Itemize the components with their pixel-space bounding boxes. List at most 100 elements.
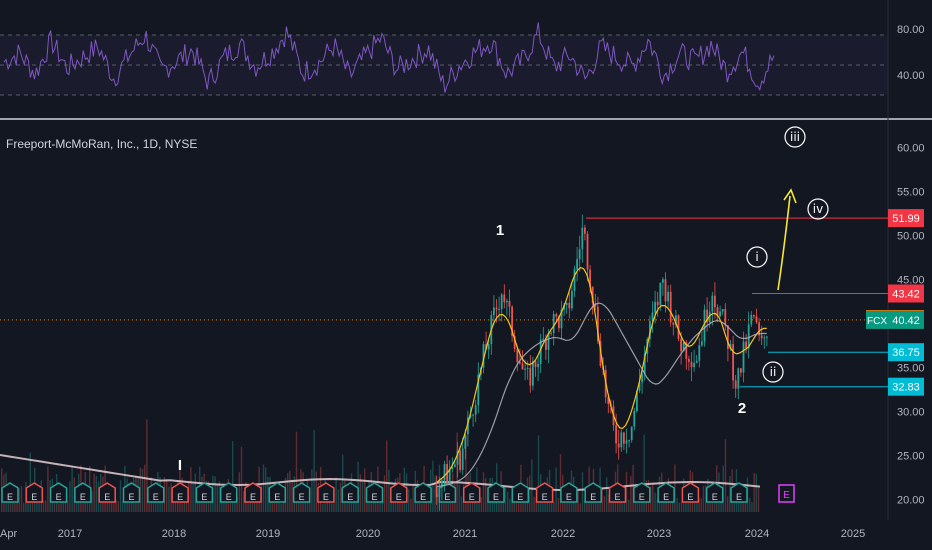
upcoming-earnings-marker: E — [778, 484, 795, 503]
candle-body — [721, 309, 724, 312]
candle-body — [506, 300, 508, 303]
volume-bar — [161, 497, 163, 512]
candle-body — [740, 368, 742, 373]
volume-bar — [700, 498, 702, 512]
candle-body — [747, 324, 750, 349]
candle — [456, 442, 459, 478]
candle-body — [524, 368, 526, 370]
earnings-letter: E — [104, 492, 110, 502]
candle — [669, 284, 672, 327]
earnings-letter: E — [736, 492, 742, 502]
wave-text: iv — [813, 202, 823, 216]
candle-body — [750, 314, 753, 325]
earnings-marker: E — [535, 482, 554, 503]
candle-body — [454, 464, 456, 467]
volume-bar — [298, 501, 300, 512]
candle-body — [695, 360, 698, 363]
earnings-letter: E — [566, 492, 572, 502]
earnings-badge — [122, 482, 141, 503]
earnings-marker: E — [584, 482, 602, 503]
volume-bar — [507, 491, 509, 512]
candle-body — [495, 307, 498, 310]
candle-body — [516, 349, 519, 362]
candle-body — [760, 335, 763, 339]
volume-bar — [273, 500, 276, 512]
earnings-marker: E — [147, 482, 165, 503]
candle-body — [641, 373, 643, 383]
volume-bar — [529, 475, 531, 512]
upcoming-earnings-box — [778, 484, 795, 503]
volume-bar — [234, 502, 236, 512]
volume-bar — [267, 477, 269, 512]
volume-bar — [265, 467, 267, 512]
volume-bar — [372, 497, 375, 512]
candle-body — [615, 425, 617, 444]
volume-bar — [702, 486, 705, 512]
volume-bar — [419, 496, 421, 512]
volume-bar — [755, 473, 757, 512]
candle — [766, 335, 768, 347]
volume-bar — [705, 485, 707, 512]
earnings-letter: E — [201, 492, 207, 502]
candle — [672, 322, 675, 336]
candle — [542, 327, 545, 341]
candle-body — [724, 309, 727, 326]
candle — [654, 290, 656, 324]
earnings-marker: E — [341, 482, 359, 503]
candle-body — [558, 316, 560, 329]
volume-bar — [91, 491, 93, 512]
volume-bar — [69, 481, 71, 512]
earnings-marker: E — [633, 482, 651, 503]
candle — [753, 314, 755, 319]
volume-bar — [58, 503, 60, 512]
volume-bar — [18, 488, 20, 512]
candle-body — [441, 480, 443, 488]
candle — [745, 334, 747, 354]
candle-body — [464, 434, 467, 449]
candle-body — [597, 306, 599, 342]
volume-bar — [190, 467, 192, 512]
earnings-letter: E — [153, 492, 159, 502]
candle — [571, 281, 573, 311]
candle-body — [633, 411, 636, 427]
candle-body — [498, 309, 500, 310]
volume-bar — [335, 477, 337, 512]
volume-bar — [144, 464, 146, 512]
candle — [539, 333, 542, 373]
volume-bar — [262, 464, 265, 512]
volume-bar — [170, 483, 172, 512]
candle-body — [701, 341, 703, 346]
volume-bar — [674, 464, 676, 512]
volume-bar — [47, 466, 49, 512]
wave-label-2: 2 — [738, 400, 746, 417]
candle — [625, 428, 628, 454]
candle — [734, 375, 737, 398]
earnings-marker: E — [171, 482, 189, 503]
earnings-marker: E — [98, 482, 116, 503]
earnings-letter: E — [299, 492, 305, 502]
candle-body — [521, 363, 524, 370]
volume-bar — [601, 487, 603, 512]
volume-bar — [432, 460, 434, 512]
symbol-title[interactable]: Freeport-McMoRan, Inc., 1D, NYSE — [6, 137, 197, 151]
earnings-letter: E — [663, 492, 669, 502]
volume-bar — [581, 472, 584, 512]
candle — [675, 309, 677, 329]
candle — [714, 282, 716, 320]
volume-bar — [518, 496, 520, 512]
candle — [716, 304, 719, 322]
volume-bar — [361, 480, 364, 512]
volume-bar — [412, 484, 414, 512]
earnings-marker: E — [511, 482, 530, 503]
volume-bar — [542, 502, 544, 512]
earnings-marker: E — [560, 482, 578, 503]
earnings-marker: E — [462, 482, 481, 503]
volume-bar — [238, 472, 240, 512]
volume-bar — [388, 469, 390, 512]
volume-bar — [31, 494, 34, 512]
volume-bar — [328, 495, 331, 512]
volume-bar — [357, 461, 359, 512]
earnings-badge — [292, 482, 311, 503]
